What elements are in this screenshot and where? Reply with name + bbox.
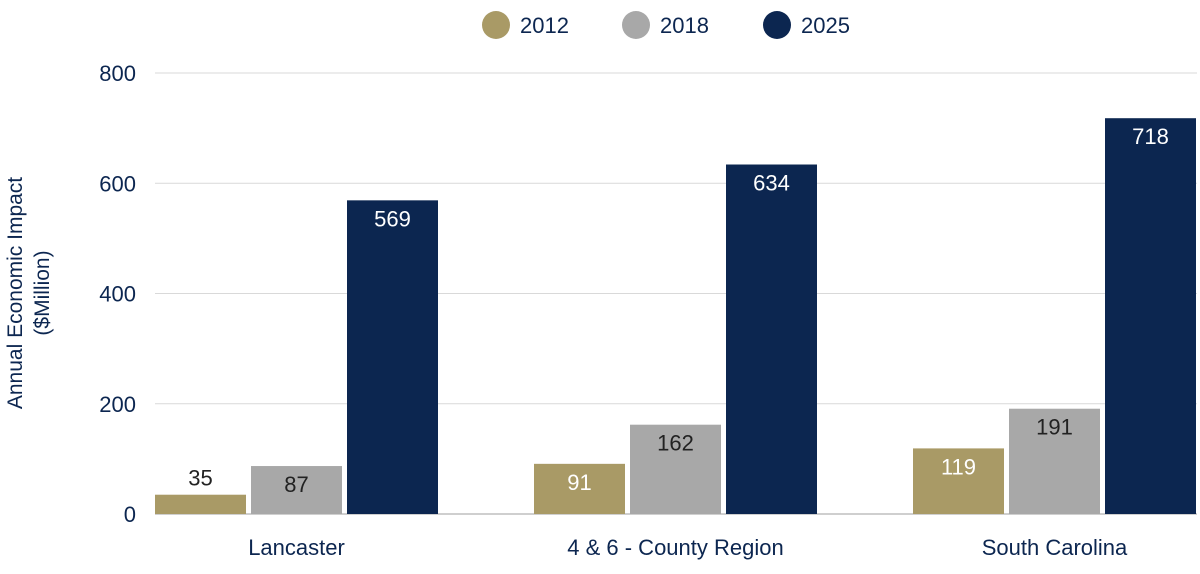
legend-swatch-2025: [763, 11, 791, 39]
legend-label: 2025: [801, 13, 850, 38]
data-label: 119: [941, 454, 976, 479]
data-label: 162: [657, 431, 694, 456]
x-tick-label: South Carolina: [982, 535, 1128, 560]
legend-label: 2012: [520, 13, 569, 38]
data-label: 191: [1036, 415, 1073, 440]
x-tick-label: 4 & 6 - County Region: [567, 535, 783, 560]
bar-2018: [1009, 408, 1100, 514]
y-axis-ticks: 0 200 400 600 800: [99, 61, 136, 527]
data-label: 569: [374, 206, 411, 231]
bar-2025: [726, 164, 817, 514]
legend-swatch-2018: [622, 11, 650, 39]
bars: [155, 118, 1196, 514]
y-tick-label: 600: [99, 171, 136, 196]
bar-2018: [630, 424, 721, 514]
y-tick-label: 800: [99, 61, 136, 86]
data-label: 87: [284, 472, 308, 497]
x-tick-label: Lancaster: [248, 535, 345, 560]
bar-2025: [1105, 118, 1196, 514]
y-tick-label: 200: [99, 392, 136, 417]
data-label: 634: [753, 171, 790, 196]
x-axis-ticks: Lancaster 4 & 6 - County Region South Caro…: [248, 535, 1128, 560]
y-axis-title: Annual Economic Impact ($Million): [4, 177, 54, 409]
bar-2018: [251, 466, 342, 514]
y-axis-title-line: ($Million): [31, 250, 54, 335]
bar-2012: [155, 494, 246, 514]
y-tick-label: 400: [99, 282, 136, 307]
legend-swatch-2012: [482, 11, 510, 39]
data-label: 35: [188, 466, 212, 491]
bar-2025: [347, 200, 438, 514]
legend: 2012 2018 2025: [482, 11, 850, 39]
data-labels: 35 91 119 87 162 191 569 634 718: [188, 124, 1169, 497]
bar-2012: [913, 448, 1004, 514]
legend-label: 2018: [660, 13, 709, 38]
bar-2012: [534, 463, 625, 514]
y-tick-label: 0: [124, 502, 136, 527]
data-label: 91: [567, 470, 591, 495]
y-axis-title-line: Annual Economic Impact: [4, 177, 27, 409]
data-label: 718: [1132, 124, 1169, 149]
